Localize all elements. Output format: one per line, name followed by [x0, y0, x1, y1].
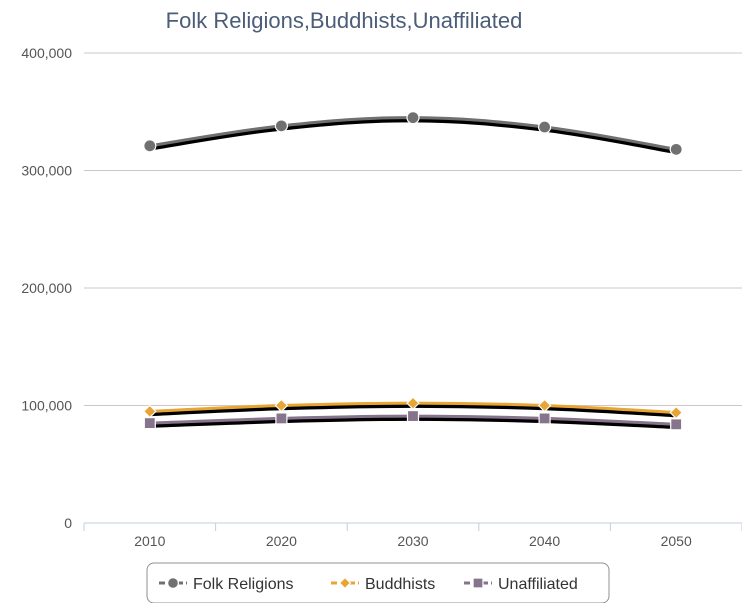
legend-label: Folk Religions — [193, 576, 293, 593]
chart-title: Folk Religions,Buddhists,Unaffiliated — [166, 8, 523, 33]
y-tick-label: 200,000 — [21, 280, 72, 296]
series-folk-religions — [143, 111, 683, 156]
x-tick-label: 2050 — [661, 533, 692, 549]
legend-marker-icon — [472, 577, 484, 589]
data-point — [406, 396, 420, 410]
y-tick-label: 300,000 — [21, 163, 72, 179]
x-axis: 2010 2020 2030 2040 2050 — [83, 522, 742, 549]
data-point — [406, 111, 420, 125]
x-tick-label: 2030 — [397, 533, 428, 549]
x-tick-label: 2040 — [529, 533, 560, 549]
legend-label: Unaffiliated — [498, 576, 578, 593]
legend-label: Buddhists — [365, 576, 435, 593]
data-point — [143, 139, 157, 153]
x-tick-label: 2010 — [134, 533, 165, 549]
data-point — [406, 409, 420, 423]
legend-box — [146, 562, 610, 603]
legend-item-folk-religions[interactable]: Folk Religions — [159, 576, 293, 593]
data-point — [537, 120, 552, 134]
gridlines — [84, 52, 742, 406]
data-point — [669, 142, 683, 156]
data-point — [670, 418, 683, 431]
y-axis-labels: 0 100,000 200,000 300,000 400,000 — [21, 45, 72, 531]
data-point — [537, 398, 552, 413]
legend-marker-icon — [167, 576, 180, 589]
legend-item-unaffiliated[interactable]: Unaffiliated — [464, 576, 578, 593]
x-tick-label: 2020 — [266, 533, 297, 549]
data-point — [538, 412, 551, 425]
series-buddhists — [142, 396, 684, 420]
data-point — [274, 119, 288, 133]
data-point — [143, 417, 156, 430]
legend-marker-icon — [338, 576, 352, 590]
series-unaffiliated — [143, 409, 683, 431]
y-tick-label: 400,000 — [21, 45, 72, 61]
legend-item-buddhists[interactable]: Buddhists — [331, 576, 435, 593]
data-point — [274, 398, 289, 413]
y-tick-label: 0 — [64, 515, 72, 531]
series-layer — [142, 111, 684, 431]
y-tick-label: 100,000 — [21, 398, 72, 414]
legend[interactable]: Folk Religions Buddhists Unaffiliated — [146, 562, 610, 603]
data-point — [275, 412, 288, 425]
